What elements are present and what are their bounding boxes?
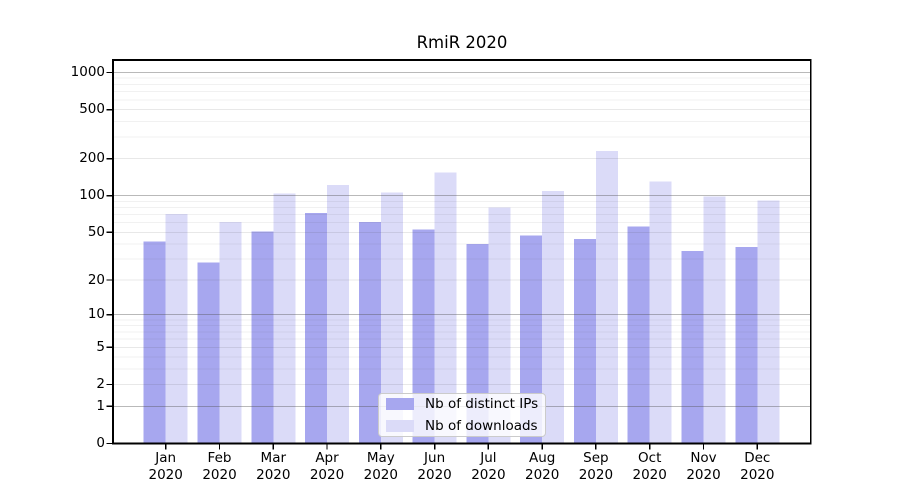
- x-tick-label-aug: Aug 2020: [525, 450, 560, 483]
- x-tick-label-dec: Dec 2020: [740, 450, 775, 483]
- y-tick-label-1000: 1000: [70, 64, 105, 80]
- legend-label-downloads: Nb of downloads: [425, 418, 538, 434]
- y-tick-label-1: 1: [96, 397, 105, 414]
- bar-downloads-feb: [219, 221, 242, 444]
- plot-border: [112, 59, 812, 445]
- x-tick-label-apr: Apr 2020: [309, 450, 345, 483]
- y-tick-label-5: 5: [96, 338, 105, 355]
- bar-distinct-ips-oct: [627, 226, 650, 444]
- legend: Nb of distinct IPs Nb of downloads: [378, 393, 546, 437]
- x-tick-label-may: May 2020: [363, 450, 398, 483]
- bar-distinct-ips-apr: [305, 213, 327, 444]
- x-tick-label-jun: Jun 2020: [417, 450, 452, 483]
- x-tick-label-jul: Jul 2020: [471, 450, 506, 483]
- bar-distinct-ips-may: [358, 221, 381, 444]
- y-tick-label-10: 10: [87, 306, 105, 323]
- bar-downloads-may: [380, 192, 403, 444]
- bar-downloads-jun: [434, 172, 457, 444]
- y-tick-label-0: 0: [96, 435, 105, 451]
- x-tick-label-feb: Feb 2020: [202, 450, 237, 483]
- x-tick-label-jan: Jan 2020: [148, 450, 183, 483]
- bar-downloads-aug: [542, 191, 565, 444]
- bar-downloads-nov: [703, 196, 726, 444]
- chart-title: RmiR 2020: [416, 33, 508, 52]
- bar-downloads-mar: [273, 193, 296, 444]
- bar-distinct-ips-mar: [251, 231, 274, 444]
- bar-distinct-ips-sep: [573, 239, 596, 444]
- bar-distinct-ips-jan: [143, 241, 166, 444]
- legend-item-distinct-ips: Nb of distinct IPs: [386, 396, 539, 412]
- bar-downloads-jan: [165, 213, 188, 444]
- bar-downloads-oct: [649, 181, 672, 444]
- bar-downloads-dec: [757, 200, 780, 444]
- x-tick-label-mar: Mar 2020: [256, 450, 291, 483]
- bar-downloads-apr: [327, 185, 349, 444]
- x-tick-label-oct: Oct 2020: [632, 450, 667, 483]
- y-tick-label-20: 20: [87, 271, 105, 288]
- x-tick-label-sep: Sep 2020: [578, 450, 614, 483]
- y-tick-label-50: 50: [87, 223, 105, 240]
- x-tick-label-nov: Nov 2020: [686, 450, 721, 483]
- bar-distinct-ips-aug: [520, 235, 543, 444]
- legend-label-distinct-ips: Nb of distinct IPs: [425, 396, 539, 412]
- legend-item-downloads: Nb of downloads: [386, 418, 538, 434]
- bar-distinct-ips-nov: [681, 251, 704, 444]
- bar-distinct-ips-feb: [197, 262, 220, 444]
- y-tick-label-200: 200: [79, 150, 105, 167]
- y-tick-label-500: 500: [79, 101, 105, 118]
- bar-distinct-ips-dec: [735, 246, 758, 444]
- y-tick-label-100: 100: [79, 187, 105, 204]
- bar-downloads-jul: [488, 207, 511, 444]
- legend-swatch-downloads: [386, 420, 414, 432]
- y-tick-label-2: 2: [96, 376, 105, 392]
- legend-swatch-distinct-ips: [386, 398, 414, 410]
- bar-distinct-ips-jun: [412, 229, 435, 444]
- bar-downloads-sep: [595, 151, 618, 444]
